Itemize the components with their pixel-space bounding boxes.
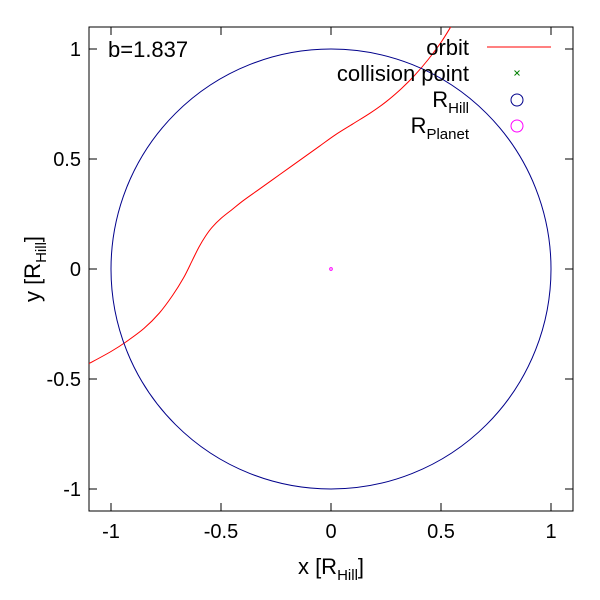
circle-rplanet [329,267,333,271]
legend-swatch-rhill [510,93,524,107]
legend-label-orbit: orbit [426,35,469,60]
legend-swatch-collision-point [514,70,520,76]
circle-rhill [110,48,552,490]
y-tick-label: -0.5 [47,369,81,391]
legend: orbit collision point RHill RPlanet [337,35,551,143]
x-axis-title: x [RHill] [298,554,364,584]
y-tick-label: 1 [70,39,81,61]
x-tick-label: 0.5 [427,521,455,543]
y-tick-label: 0 [70,259,81,281]
x-tick-label: 0 [325,521,336,543]
plot-frame [88,26,574,512]
axis-ticks [89,27,573,511]
legend-swatch-rplanet [510,119,524,133]
data-layer [89,27,552,490]
impact-parameter-label: b=1.837 [108,37,188,62]
y-tick-label: -1 [63,479,81,501]
legend-label-rplanet: RPlanet [411,113,470,143]
x-tick-label: -0.5 [204,521,238,543]
legend-label-collision-point: collision point [337,61,469,86]
y-tick-label: 0.5 [53,149,81,171]
legend-label-rhill: RHill [432,87,469,117]
tick-labels: -1 -0.5 0 0.5 1 -1 -0.5 0 0.5 1 [47,39,557,543]
x-tick-label: -1 [102,521,120,543]
series-line-orbit [89,27,452,365]
x-tick-label: 1 [545,521,556,543]
y-axis-title: y [RHill] [20,236,50,302]
